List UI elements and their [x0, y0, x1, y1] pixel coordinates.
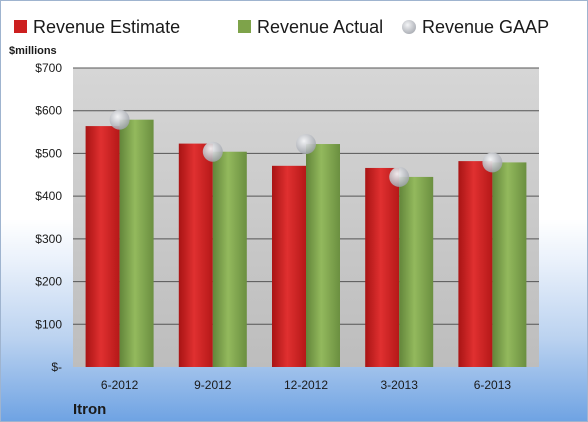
legend-swatch-actual: [238, 20, 251, 33]
y-axis-ticks: $- $100 $200 $300 $400 $500 $600 $700: [35, 61, 62, 374]
bar-revenue-estimate: [458, 161, 493, 367]
x-tick-label: 6-2013: [474, 378, 512, 392]
y-tick-label: $100: [35, 317, 62, 331]
legend-label-estimate: Revenue Estimate: [33, 17, 180, 37]
x-tick-label: 3-2013: [381, 378, 419, 392]
y-tick-label: $600: [35, 104, 62, 118]
legend-swatch-gaap: [402, 20, 416, 34]
bar-revenue-actual: [399, 176, 434, 367]
bars: [85, 119, 527, 367]
marker-revenue-gaap: [389, 166, 410, 187]
bar-revenue-actual: [119, 119, 154, 367]
y-tick-label: $400: [35, 189, 62, 203]
legend-swatch-estimate: [14, 20, 27, 33]
marker-revenue-gaap: [482, 152, 503, 173]
marker-revenue-gaap: [109, 109, 130, 130]
x-tick-label: 12-2012: [284, 378, 328, 392]
marker-revenue-gaap: [202, 141, 223, 162]
marker-revenue-gaap: [296, 134, 316, 155]
y-axis-unit-label: $millions: [9, 45, 57, 57]
bar-revenue-actual: [212, 151, 247, 367]
x-tick-label: 9-2012: [194, 378, 232, 392]
y-tick-label: $300: [35, 232, 62, 246]
company-name: Itron: [73, 401, 106, 418]
y-tick-label: $200: [35, 275, 62, 289]
y-tick-label: $-: [51, 360, 62, 374]
legend-label-gaap: Revenue GAAP: [422, 17, 549, 37]
legend-label-actual: Revenue Actual: [257, 17, 383, 37]
bar-revenue-actual: [306, 144, 340, 367]
gaap-markers: [109, 109, 503, 187]
bar-revenue-actual: [492, 162, 527, 367]
x-tick-label: 6-2012: [101, 378, 139, 392]
y-tick-label: $500: [35, 146, 62, 160]
bar-revenue-estimate: [272, 165, 306, 367]
bar-revenue-estimate: [178, 143, 213, 367]
bar-revenue-estimate: [85, 126, 120, 367]
y-tick-label: $700: [35, 61, 62, 75]
x-axis-ticks: 6-2012 9-2012 12-2012 3-2013 6-2013: [101, 378, 511, 392]
legend: Revenue Estimate Revenue Actual Revenue …: [14, 17, 549, 37]
bar-revenue-estimate: [365, 167, 400, 367]
